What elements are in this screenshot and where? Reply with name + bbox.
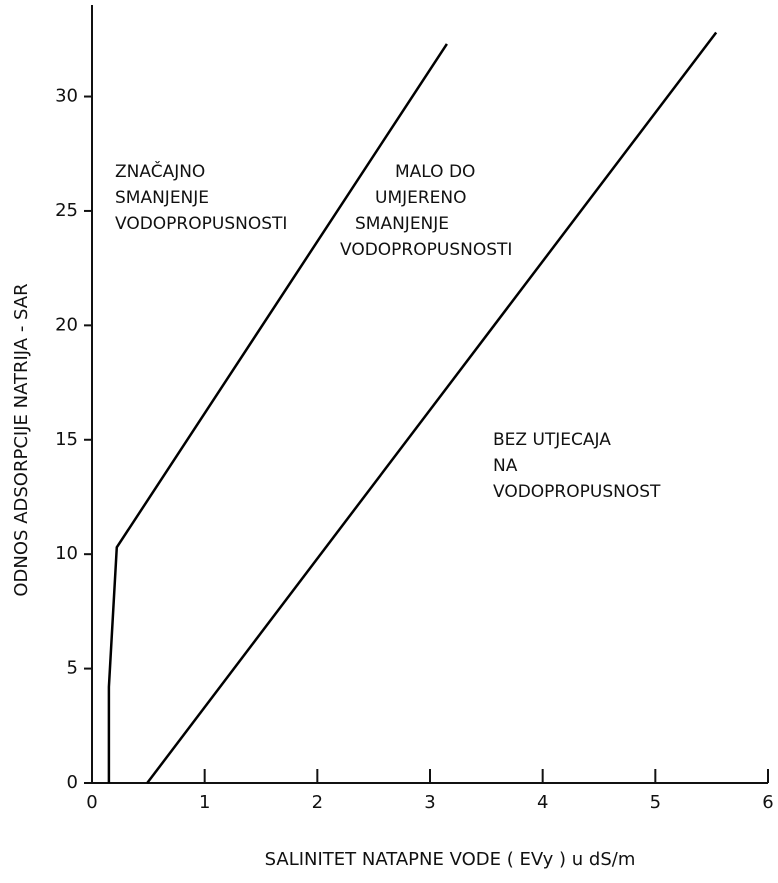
x-tick-label: 0 <box>86 792 97 813</box>
y-tick-label: 10 <box>55 543 78 564</box>
annotation: SMANJENJE <box>115 188 209 208</box>
y-tick-label: 15 <box>55 429 78 450</box>
y-axis-label: ODNOS ADSORPCIJE NATRIJA - SAR <box>11 283 32 596</box>
annotation: NA <box>493 456 518 476</box>
y-tick-label: 30 <box>55 86 78 107</box>
y-tick-label: 0 <box>67 772 78 793</box>
x-tick-label: 3 <box>424 792 435 813</box>
x-tick-label: 5 <box>650 792 661 813</box>
y-tick-label: 25 <box>55 200 78 221</box>
annotation: VODOPROPUSNOSTI <box>340 240 512 260</box>
annotation: ZNAČAJNO <box>115 160 205 182</box>
y-tick-label: 20 <box>55 314 78 335</box>
annotation: SMANJENJE <box>355 214 449 234</box>
annotation: MALO DO <box>395 162 475 182</box>
x-tick-label: 6 <box>762 792 773 813</box>
line <box>107 43 448 783</box>
x-tick-label: 4 <box>537 792 548 813</box>
x-tick-label: 1 <box>199 792 210 813</box>
x-axis-label: SALINITET NATAPNE VODE ( EVy ) u dS/m <box>265 849 636 870</box>
annotation: UMJERENO <box>375 188 467 208</box>
line <box>146 31 718 784</box>
annotation: BEZ UTJECAJA <box>493 430 611 450</box>
annotation: VODOPROPUSNOSTI <box>115 214 287 234</box>
x-tick-label: 2 <box>312 792 323 813</box>
y-tick-label: 5 <box>67 658 78 679</box>
annotation: VODOPROPUSNOST <box>493 482 661 502</box>
